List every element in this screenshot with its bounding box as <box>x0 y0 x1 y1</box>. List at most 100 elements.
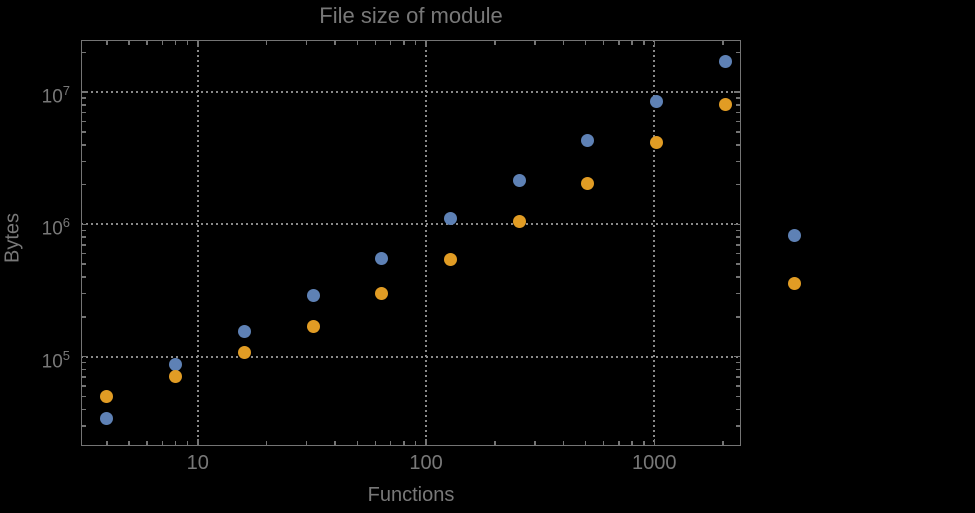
x-tick <box>374 441 377 445</box>
y-tick <box>736 263 740 265</box>
gridline-x-100 <box>425 40 428 446</box>
x-tick <box>305 441 308 445</box>
y-tick <box>82 91 88 93</box>
x-tick <box>146 441 148 445</box>
x-tick <box>174 41 177 45</box>
x-tick <box>305 41 308 45</box>
y-tick <box>733 355 740 358</box>
data-point-orange <box>512 215 526 229</box>
y-tick <box>736 51 740 54</box>
y-tick <box>82 144 86 146</box>
gridline-y-1e5 <box>81 355 741 358</box>
x-tick <box>174 441 177 445</box>
x-tick <box>631 41 633 45</box>
x-tick-label-1000: 1000 <box>632 452 677 474</box>
x-tick <box>722 41 724 45</box>
x-tick <box>128 441 130 445</box>
data-point-blue <box>512 173 526 187</box>
y-tick <box>736 361 740 364</box>
y-tick <box>736 183 740 186</box>
data-point-blue <box>375 252 389 266</box>
x-tick <box>643 441 645 445</box>
x-tick <box>265 41 268 45</box>
x-tick <box>534 441 536 445</box>
gridline-y-1e6 <box>81 223 741 226</box>
data-point-orange <box>581 176 595 190</box>
y-tick <box>82 223 88 226</box>
data-point-blue <box>100 412 114 426</box>
x-tick <box>584 441 587 445</box>
x-tick <box>197 41 199 47</box>
x-tick <box>584 41 587 45</box>
x-tick <box>631 441 633 445</box>
y-tick <box>736 368 740 371</box>
x-tick <box>602 441 605 445</box>
y-tick <box>733 223 740 226</box>
x-tick <box>161 41 164 45</box>
x-tick <box>128 41 130 45</box>
y-tick <box>736 131 740 133</box>
x-tick <box>197 438 199 445</box>
x-tick <box>106 41 108 45</box>
y-tick <box>82 395 86 398</box>
x-tick <box>106 441 108 445</box>
y-tick <box>82 229 86 232</box>
x-tick <box>146 41 148 45</box>
x-tick <box>562 41 565 45</box>
y-tick <box>82 244 86 246</box>
y-tick <box>82 425 86 427</box>
x-tick <box>265 441 268 445</box>
data-point-orange <box>787 276 801 290</box>
y-tick <box>82 236 86 238</box>
x-tick <box>374 41 377 45</box>
y-tick <box>736 376 740 378</box>
y-tick <box>82 361 86 364</box>
y-tick <box>82 97 86 99</box>
gridline-x-10 <box>196 40 199 446</box>
y-tick <box>736 408 740 411</box>
y-tick <box>736 425 740 427</box>
x-tick <box>425 438 427 445</box>
x-tick <box>161 441 164 445</box>
data-point-orange <box>100 389 114 403</box>
data-point-orange <box>375 287 389 301</box>
x-tick <box>414 41 417 45</box>
y-tick <box>82 316 86 318</box>
y-tick <box>736 229 740 232</box>
x-tick <box>618 441 620 445</box>
x-tick <box>186 441 189 445</box>
y-tick <box>82 160 86 163</box>
x-tick <box>653 41 656 47</box>
x-tick <box>425 41 427 47</box>
x-tick-label-10: 10 <box>186 452 209 474</box>
data-point-blue <box>237 324 251 338</box>
gridline-y-1e7 <box>81 91 741 94</box>
y-tick <box>82 183 86 186</box>
x-tick <box>618 41 620 45</box>
y-tick <box>82 368 86 371</box>
x-tick <box>562 441 565 445</box>
x-tick <box>334 41 336 45</box>
y-tick <box>82 131 86 133</box>
y-tick <box>736 144 740 146</box>
y-tick <box>736 160 740 163</box>
data-point-blue <box>718 55 732 69</box>
data-point-orange <box>444 253 458 267</box>
x-axis-label: Functions <box>367 484 455 506</box>
y-tick <box>736 316 740 318</box>
y-tick <box>736 385 740 387</box>
x-tick <box>494 41 496 45</box>
data-point-orange <box>650 136 664 150</box>
y-tick <box>736 244 740 246</box>
y-tick <box>733 91 740 93</box>
y-tick <box>736 236 740 238</box>
y-tick <box>82 120 86 123</box>
data-point-blue <box>444 212 458 226</box>
y-tick <box>736 120 740 123</box>
y-tick <box>82 263 86 265</box>
y-tick <box>82 292 86 295</box>
x-tick <box>602 41 605 45</box>
x-tick <box>534 41 536 45</box>
y-tick <box>736 276 740 278</box>
